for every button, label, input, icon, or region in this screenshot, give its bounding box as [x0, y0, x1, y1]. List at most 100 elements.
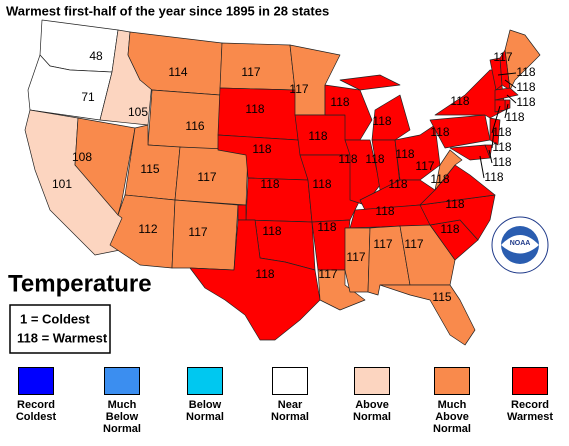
state-value: 118	[516, 95, 535, 109]
state	[489, 117, 501, 146]
legend-swatch	[434, 367, 470, 395]
states	[24, 19, 541, 346]
state	[74, 117, 136, 216]
state	[494, 87, 519, 101]
leader-line	[504, 103, 509, 119]
state-value: 118	[445, 197, 464, 211]
state	[189, 219, 321, 341]
legend-swatch	[187, 367, 223, 395]
state-value: 112	[138, 222, 157, 236]
state-value: 118	[492, 155, 511, 169]
state-value: 118	[484, 170, 503, 184]
state-value: 108	[72, 150, 92, 164]
key-line: 118 = Warmest	[17, 330, 108, 345]
state-value: 48	[89, 49, 103, 63]
state-value: 118	[338, 152, 357, 166]
legend-label: Above Normal	[353, 399, 391, 423]
state-value: 118	[516, 80, 535, 94]
legend-label: Much Above Normal	[433, 399, 471, 435]
state-value: 118	[505, 110, 524, 124]
state-value: 118	[255, 267, 274, 281]
state	[344, 227, 371, 293]
state-value: 118	[450, 94, 469, 108]
state-value: 118	[430, 172, 449, 186]
leader-line	[497, 72, 517, 76]
state-value: 118	[375, 204, 394, 218]
legend-swatch	[18, 367, 54, 395]
state-value: 117	[197, 170, 216, 184]
leader-line	[479, 155, 485, 179]
state	[379, 284, 476, 346]
legend-item: Above Normal	[332, 367, 412, 423]
state	[434, 149, 463, 191]
state-value: 118	[252, 142, 271, 156]
state	[39, 19, 119, 73]
state-value: 117	[346, 250, 365, 264]
state-value: 117	[373, 237, 392, 251]
state-value: 118	[317, 220, 336, 234]
state-value: 118	[262, 224, 281, 238]
state-value: 117	[493, 50, 512, 64]
leader-line	[491, 129, 495, 149]
state-value: 118	[312, 177, 331, 191]
state-value: 118	[492, 140, 511, 154]
state-value: 116	[185, 119, 204, 133]
state-value: 118	[516, 65, 535, 79]
legend-swatch	[272, 367, 308, 395]
state-value: 115	[432, 290, 451, 304]
state-value: 71	[81, 90, 95, 104]
state	[147, 89, 221, 151]
legend-title: Temperature	[8, 270, 152, 297]
state-value: 118	[308, 129, 327, 143]
state-value: 118	[430, 125, 449, 139]
state-value: 117	[289, 82, 308, 96]
legend-item: Much Above Normal	[412, 367, 492, 435]
state-value: 117	[188, 225, 207, 239]
leader-line	[506, 94, 517, 104]
state-value: 117	[404, 237, 423, 251]
legend-swatch	[104, 367, 140, 395]
legend-item: Much Below Normal	[82, 367, 162, 435]
state-value: 105	[128, 105, 148, 119]
state	[339, 74, 401, 91]
key-line: 1 = Coldest	[20, 311, 90, 326]
state-value: 118	[365, 152, 384, 166]
legend-item: Below Normal	[165, 367, 245, 423]
legend-label: Much Below Normal	[103, 399, 141, 435]
leader-line	[491, 105, 501, 134]
title: Warmest first-half of the year since 189…	[6, 3, 329, 18]
state-value: 118	[245, 102, 264, 116]
leader-line	[504, 79, 517, 89]
state-value: 118	[492, 125, 511, 139]
legend-label: Below Normal	[186, 399, 224, 423]
legend-label: Record Coldest	[15, 399, 57, 423]
state	[371, 94, 411, 141]
state-value: 114	[168, 65, 187, 79]
state-value: 118	[372, 114, 391, 128]
state-value: 118	[440, 222, 459, 236]
state-value: 118	[260, 177, 279, 191]
key-box	[9, 304, 111, 354]
state	[419, 164, 496, 206]
state-value: 115	[140, 162, 159, 176]
state-value: 118	[395, 147, 414, 161]
state-value: 117	[415, 159, 434, 173]
noaa-logo: NOAA	[491, 216, 549, 274]
state-value: 117	[241, 65, 260, 79]
legend-item: Record Coldest	[0, 367, 76, 423]
legend-item: Near Normal	[250, 367, 330, 423]
state-value: 101	[52, 177, 72, 191]
legend-swatch	[512, 367, 548, 395]
legend-item: Record Warmest	[490, 367, 569, 423]
state-value: 117	[318, 267, 337, 281]
leader-line	[488, 149, 493, 164]
legend-swatch	[354, 367, 390, 395]
legend-label: Near Normal	[271, 399, 309, 423]
logo-text: NOAA	[510, 240, 531, 247]
legend-label: Record Warmest	[506, 399, 554, 423]
state-value: 118	[388, 177, 407, 191]
state-value: 118	[330, 95, 349, 109]
state	[399, 224, 456, 286]
